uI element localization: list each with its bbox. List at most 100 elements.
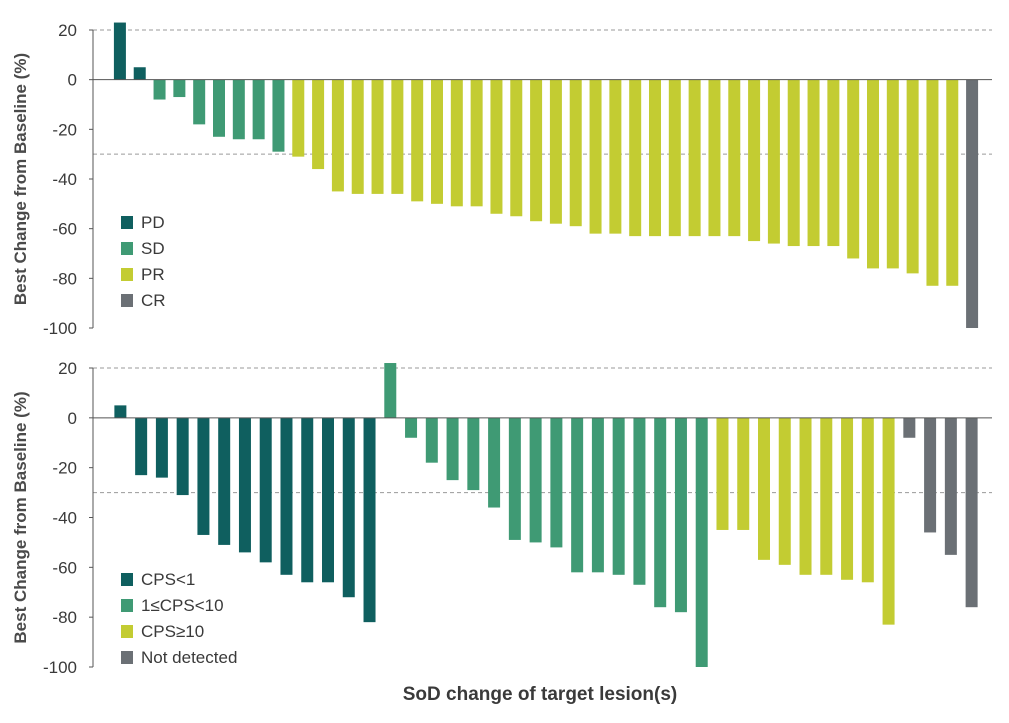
bar-1-1 [113,22,126,80]
legend-swatch [121,625,133,638]
bar-1-42 [926,79,939,286]
bar-1-12 [331,79,344,192]
bar-2-11 [322,417,334,583]
bar-1-10 [292,79,305,157]
bar-2-20 [508,417,521,540]
bar-2-18 [467,417,480,491]
legend-label: CR [141,291,166,310]
bar-1-39 [867,79,879,269]
bar-1-3 [153,79,166,100]
bar-2-22 [550,417,563,548]
bar-1-36 [807,79,820,247]
bar-1-22 [530,79,543,222]
bar-1-29 [668,79,681,237]
y-axis-title: Best Change from Baseline (%) [11,53,30,305]
legend-label: SD [141,239,165,258]
bar-1-13 [351,79,364,194]
y-tick-label: -20 [52,459,77,478]
bar-1-16 [411,79,424,202]
y-tick-label: -60 [52,220,77,239]
bar-1-20 [490,79,503,214]
bar-2-16 [425,417,438,463]
bar-2-9 [280,417,293,575]
bar-2-32 [758,417,770,560]
y-tick-label: 20 [58,21,77,40]
legend-swatch [121,599,133,612]
bar-1-9 [272,79,285,152]
bar-1-43 [946,79,959,286]
bar-2-30 [716,417,729,530]
bar-2-29 [695,417,708,667]
bar-2-4 [176,417,189,496]
y-tick-label: -60 [52,558,77,577]
legend-label: Not detected [141,648,237,667]
legend-swatch [121,242,133,255]
bar-1-11 [312,79,325,170]
bar-1-24 [569,79,582,227]
y-tick-label: 0 [68,71,77,90]
bar-2-17 [446,417,459,481]
legend-swatch [121,651,133,664]
bar-1-34 [767,79,780,244]
bar-2-39 [903,417,916,438]
bar-2-31 [737,417,750,530]
bar-1-33 [748,79,761,242]
bar-1-4 [173,79,186,98]
legend-swatch [121,294,133,307]
bar-2-23 [571,417,584,573]
bar-1-40 [886,79,899,269]
bar-2-28 [674,417,687,613]
y-tick-label: -40 [52,170,77,189]
bar-1-21 [510,79,523,217]
bar-1-30 [688,79,701,237]
bar-2-13 [363,417,376,623]
legend-label: CPS<1 [141,570,195,589]
y-tick-label: -80 [52,269,77,288]
bar-2-8 [259,417,272,563]
y-tick-label: -20 [52,120,77,139]
bar-2-24 [591,417,604,573]
y-axis-title: Best Change from Baseline (%) [11,391,30,643]
bar-2-7 [238,417,251,553]
bar-2-6 [218,417,231,545]
bar-2-5 [197,417,210,535]
bar-2-41 [944,417,957,555]
bar-2-38 [882,417,895,625]
bar-1-18 [450,79,463,207]
bar-1-14 [371,79,384,194]
legend-label: PD [141,213,165,232]
bar-2-12 [342,417,355,598]
bar-1-41 [906,79,919,274]
bar-2-14 [384,363,397,418]
bar-2-27 [654,417,667,608]
bar-1-23 [549,79,562,224]
legend-label: 1≤CPS<10 [141,596,224,615]
bar-2-21 [529,417,542,543]
y-tick-label: 0 [68,409,77,428]
bar-2-26 [633,417,646,585]
bar-1-28 [649,79,661,237]
bar-1-32 [728,79,741,237]
x-axis-title: SoD change of target lesion(s) [403,684,677,705]
bar-2-2 [135,417,148,476]
bar-2-15 [405,417,418,438]
bar-1-38 [847,79,860,259]
bar-1-15 [391,79,404,194]
legend-swatch [121,268,133,281]
bar-1-27 [629,79,642,237]
bar-2-37 [861,417,874,583]
bar-1-6 [213,79,225,137]
bar-1-7 [232,79,245,140]
bar-2-19 [488,417,501,508]
y-tick-label: -40 [52,509,77,528]
bar-2-34 [799,417,812,575]
legend-swatch [121,216,133,229]
bar-1-44 [966,79,979,329]
bar-2-1 [114,405,127,418]
legend-label: PR [141,265,165,284]
bar-2-10 [301,417,314,583]
bar-2-36 [841,417,854,580]
bar-1-26 [609,79,622,234]
bar-1-2 [133,67,146,80]
